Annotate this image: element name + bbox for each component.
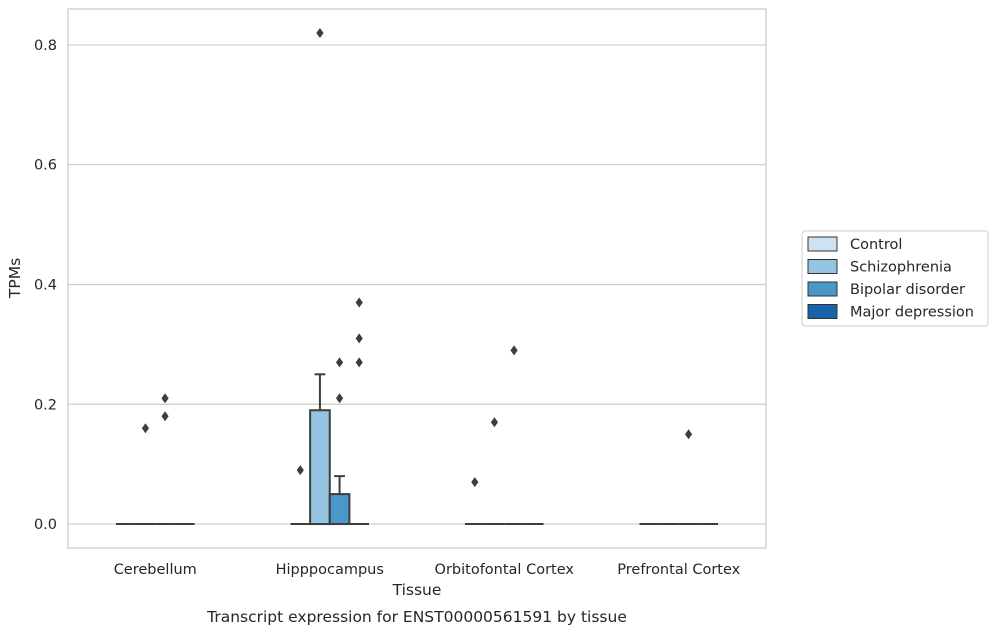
outlier-marker	[141, 423, 150, 434]
box-0-2	[155, 393, 175, 526]
y-tick-label: 0.6	[34, 158, 57, 174]
outlier-marker	[161, 393, 169, 404]
box-2-0	[464, 477, 485, 526]
gridlines	[68, 44, 766, 525]
outlier-marker	[316, 27, 324, 38]
legend-label: Schizophrenia	[850, 260, 952, 276]
legend: Control Schizophrenia Bipolar disorder Majo…	[801, 230, 989, 327]
y-tick-labels: 0.0 0.2 0.4 0.6 0.8	[34, 38, 57, 533]
box-2-1	[484, 417, 505, 526]
x-tick-label: Cerebellum	[114, 562, 197, 578]
y-tick-label: 0.0	[34, 517, 57, 533]
legend-swatch	[807, 304, 838, 319]
outlier-marker	[471, 477, 479, 488]
outlier-marker	[335, 393, 344, 404]
plot-frame	[67, 8, 767, 549]
outlier-marker	[161, 411, 169, 422]
outlier-marker	[296, 465, 304, 476]
box-0-1	[135, 423, 156, 526]
box-body	[328, 493, 351, 526]
box-1-2	[328, 357, 351, 526]
box-body	[309, 409, 331, 526]
legend-swatch	[807, 259, 838, 274]
outlier-marker	[355, 297, 363, 308]
y-axis-label: TPMs	[6, 258, 24, 299]
legend-label: Bipolar disorder	[850, 282, 965, 298]
outlier-marker	[355, 333, 363, 344]
y-tick-label: 0.2	[34, 397, 57, 413]
y-tick-label: 0.4	[34, 277, 57, 293]
x-tick-label: Orbitofontal Cortex	[435, 562, 575, 578]
outlier-marker	[490, 417, 499, 428]
legend-swatch	[807, 236, 838, 252]
outlier-marker	[510, 345, 518, 356]
chart-caption: Transcript expression for ENST0000056159…	[206, 608, 627, 626]
box-1-3	[349, 297, 370, 526]
box-1-0	[290, 465, 311, 526]
box-3-2	[678, 429, 699, 526]
legend-frame	[801, 230, 989, 327]
x-tick-label: Prefrontal Cortex	[617, 562, 740, 578]
box-2-2	[504, 345, 524, 526]
legend-label: Control	[850, 237, 902, 253]
box-layer	[115, 27, 719, 526]
legend-items: Control Schizophrenia Bipolar disorder Majo…	[807, 236, 974, 321]
outlier-marker	[355, 357, 363, 368]
x-tick-label: Hipppocampus	[276, 562, 384, 578]
legend-label: Major depression	[850, 305, 974, 321]
y-tick-label: 0.8	[34, 38, 57, 54]
x-tick-labels: Cerebellum Hipppocampus Orbitofontal Corte…	[114, 562, 741, 578]
outlier-marker	[684, 429, 693, 440]
box-1-1	[309, 27, 331, 526]
legend-swatch	[807, 281, 838, 297]
x-axis-label: Tissue	[392, 581, 442, 599]
outlier-marker	[335, 357, 344, 368]
